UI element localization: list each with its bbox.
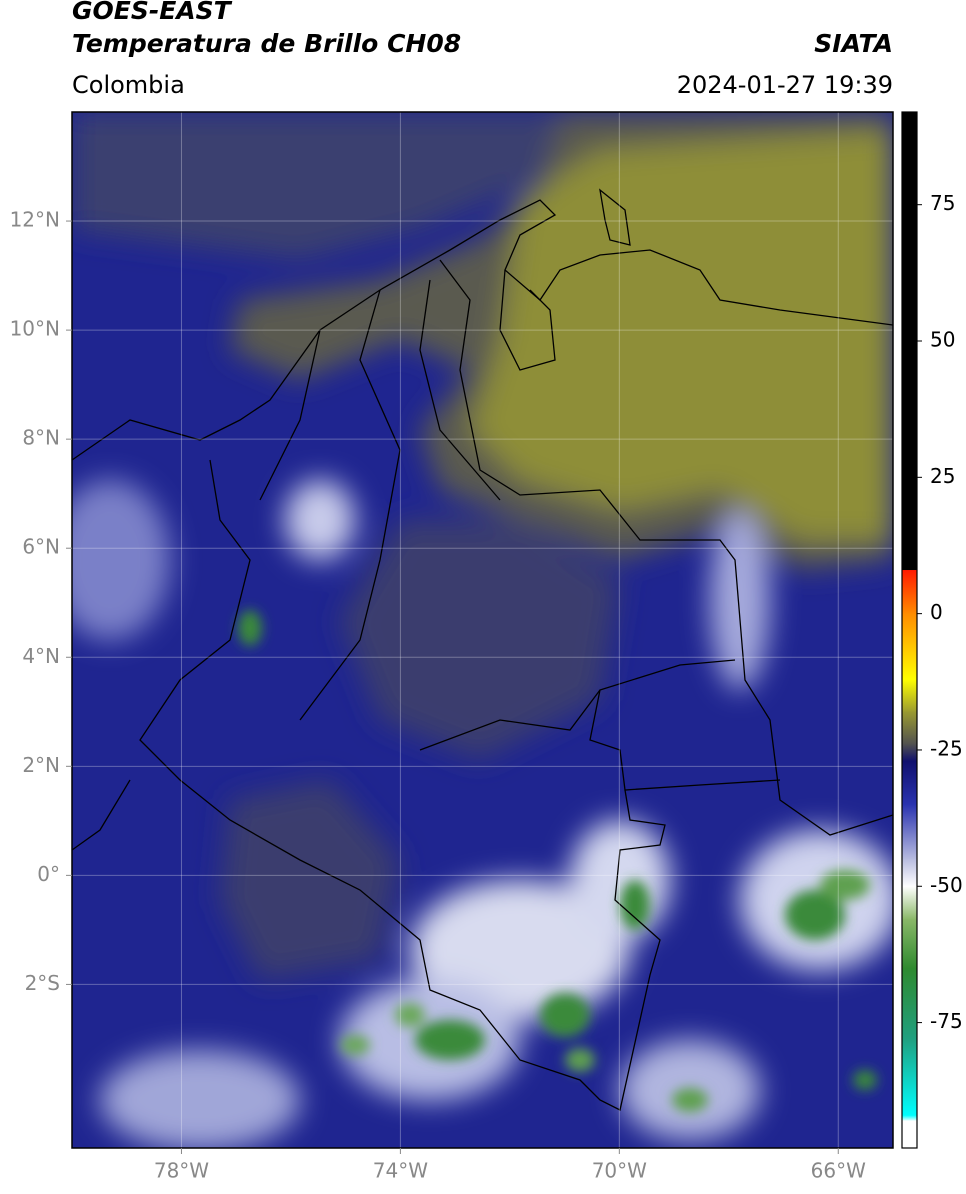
colorbar-segment [902, 968, 917, 1040]
source: SIATA [814, 29, 893, 58]
colorbar-tick-label: 50 [930, 328, 955, 352]
region: Colombia [72, 71, 185, 99]
cold-tops [238, 610, 877, 1112]
timestamp: 2024-01-27 19:39 [677, 71, 893, 99]
colorbar-segment [902, 744, 917, 762]
colorbar-segment [902, 1115, 917, 1122]
graticule [72, 112, 893, 1148]
cloud-field [72, 112, 893, 1148]
y-tick-label: 2°S [25, 971, 60, 995]
x-tick-label: 70°W [592, 1159, 647, 1183]
colorbar-tick-label: -75 [930, 1009, 963, 1033]
x-tick-label: 66°W [811, 1159, 866, 1183]
colorbar [902, 112, 917, 1149]
y-tick-label: 2°N [22, 753, 60, 777]
colorbar-segment [902, 1038, 917, 1116]
map-frame [71, 111, 894, 1149]
y-tick-label: 6°N [22, 535, 60, 559]
colorbar-segment [902, 679, 917, 713]
y-tick-label: 4°N [22, 644, 60, 668]
y-tick-label: 12°N [10, 208, 60, 232]
y-tick-label: 8°N [22, 426, 60, 450]
colorbar-segment [902, 112, 917, 571]
colorbar-tick-label: 25 [930, 464, 955, 488]
y-tick-label: 0° [37, 862, 60, 886]
x-tick-label: 74°W [373, 1159, 428, 1183]
x-tick-label: 78°W [154, 1159, 209, 1183]
subtitle: Temperatura de Brillo CH08 [72, 29, 461, 58]
colorbar-segment [902, 859, 917, 887]
satellite-image [72, 112, 893, 1148]
colorbar-segment [902, 711, 917, 746]
title: GOES-EAST [72, 0, 233, 25]
colorbar-tick-label: -25 [930, 736, 963, 760]
colorbar-segment [902, 886, 917, 920]
colorbar-segment [902, 613, 917, 680]
colorbar-segment [902, 1120, 917, 1149]
y-tick-label: 10°N [10, 317, 60, 341]
colorbar-segment [902, 804, 917, 860]
borders [72, 188, 893, 1111]
colorbar-segment [902, 918, 917, 969]
colorbar-segment [902, 570, 917, 615]
colorbar-tick-label: -50 [930, 873, 963, 897]
colorbar-tick-label: 75 [930, 191, 955, 215]
colorbar-frame [901, 111, 918, 1149]
colorbar-segment [902, 760, 917, 805]
colorbar-tick-label: 0 [930, 600, 943, 624]
